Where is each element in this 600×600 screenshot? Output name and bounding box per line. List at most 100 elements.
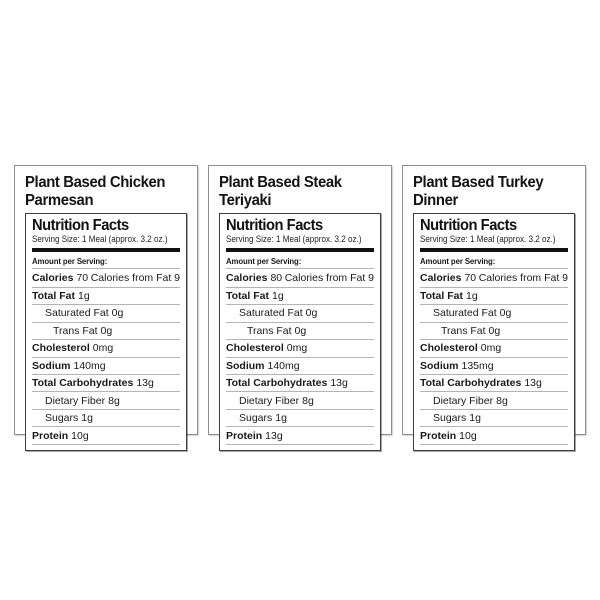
product-title-line-1: Plant Based Chicken xyxy=(25,174,166,191)
nutrition-rows: Total Fat 1g Saturated Fat 0g Trans Fat 0g Cho… xyxy=(226,288,374,445)
nutrient-value: 10g xyxy=(71,429,89,442)
nutrient-value: 13g xyxy=(265,429,283,442)
amount-per-serving-text: Amount per Serving: xyxy=(32,255,180,270)
nutrient-value: 8g xyxy=(302,394,314,407)
nutrition-row: Sugars 1g xyxy=(226,410,374,428)
nutrition-facts-box: Nutrition Facts Serving Size: 1 Meal (ap… xyxy=(219,213,381,451)
nutrition-label-card-turkey-dinner: Plant Based Turkey Dinner Nutrition Fact… xyxy=(402,165,586,451)
nutrition-row: Cholesterol 0mg xyxy=(226,340,374,358)
nutrition-row: Total Fat 1g xyxy=(226,288,374,306)
product-title-line-2: Dinner xyxy=(413,191,458,209)
thick-divider-bar xyxy=(32,247,180,253)
nutrition-row: Sugars 1g xyxy=(32,410,180,428)
nutrient-name: Total Carbohydrates xyxy=(226,377,328,390)
calories-row: Calories 70 Calories from Fat 9 xyxy=(32,269,180,288)
nutrient-name: Protein xyxy=(420,429,457,442)
calories-row: Calories 70 Calories from Fat 9 xyxy=(420,269,568,288)
nutrient-name: Trans Fat xyxy=(247,324,292,337)
nutrition-facts-box: Nutrition Facts Serving Size: 1 Meal (ap… xyxy=(413,213,575,451)
calories-label: Calories xyxy=(420,272,462,284)
nutrition-row: Protein 10g xyxy=(420,427,568,445)
nutrient-name: Sodium xyxy=(226,359,265,372)
thick-divider-bar xyxy=(420,247,568,253)
nutrient-value: 13g xyxy=(330,377,348,390)
nutrient-value: 0g xyxy=(100,324,113,337)
nutrient-name: Trans Fat xyxy=(441,324,486,337)
amount-per-serving-text: Amount per Serving: xyxy=(226,255,374,270)
nutrient-name: Dietary Fiber xyxy=(239,394,300,407)
nutrition-row: Total Fat 1g xyxy=(32,288,180,306)
nutrient-name: Sugars xyxy=(45,412,79,425)
calories-left: Calories 70 xyxy=(32,272,88,284)
nutrient-name: Cholesterol xyxy=(32,342,90,355)
product-title: Plant Based Steak Teriyaki xyxy=(219,174,381,209)
nutrition-row: Total Carbohydrates 13g xyxy=(420,375,568,393)
nutrient-name: Dietary Fiber xyxy=(433,394,494,407)
product-title-line-1: Plant Based Turkey xyxy=(413,174,544,191)
nutrient-name: Total Carbohydrates xyxy=(32,377,134,390)
nutrition-rows: Total Fat 1g Saturated Fat 0g Trans Fat 0g Cho… xyxy=(32,288,180,445)
nutrient-value: 1g xyxy=(81,412,93,425)
nutrition-facts-heading: Nutrition Facts xyxy=(32,217,129,235)
calories-from-fat: Calories from Fat 9 xyxy=(90,272,180,284)
nutrient-value: 10g xyxy=(459,429,477,442)
calories-left: Calories 80 xyxy=(226,272,282,284)
nutrition-row: Cholesterol 0mg xyxy=(32,340,180,358)
nutrient-value: 135mg xyxy=(461,359,494,372)
nutrient-name: Protein xyxy=(226,429,263,442)
nutrient-name: Total Fat xyxy=(420,290,463,303)
nutrition-row: Sugars 1g xyxy=(420,410,568,428)
product-title-line-2: Parmesan xyxy=(25,191,94,209)
calories-row: Calories 80 Calories from Fat 9 xyxy=(226,269,374,288)
nutrient-name: Total Fat xyxy=(226,290,269,303)
nutrient-value: 13g xyxy=(136,377,154,390)
calories-value: 80 xyxy=(270,272,283,284)
nutrition-label-card-chicken-parmesan: Plant Based Chicken Parmesan Nutrition F… xyxy=(14,165,198,451)
calories-label: Calories xyxy=(32,272,74,284)
nutrition-row: Sodium 140mg xyxy=(32,358,180,376)
nutrition-rows: Total Fat 1g Saturated Fat 0g Trans Fat 0g Cho… xyxy=(420,288,568,445)
nutrition-row: Sodium 140mg xyxy=(226,358,374,376)
nutrient-value: 0mg xyxy=(480,342,502,355)
nutrition-row: Dietary Fiber 8g xyxy=(32,392,180,410)
nutrition-row: Protein 13g xyxy=(226,427,374,445)
nutrient-value: 0g xyxy=(499,307,512,320)
nutrition-facts-heading: Nutrition Facts xyxy=(420,217,517,235)
nutrient-name: Sugars xyxy=(239,412,273,425)
nutrition-row: Total Carbohydrates 13g xyxy=(226,375,374,393)
nutrition-row: Saturated Fat 0g xyxy=(420,305,568,323)
nutrient-value: 0mg xyxy=(92,342,114,355)
nutrition-facts-box: Nutrition Facts Serving Size: 1 Meal (ap… xyxy=(25,213,187,451)
nutrition-row: Total Fat 1g xyxy=(420,288,568,306)
nutrient-value: 0g xyxy=(111,307,124,320)
calories-from-fat: Calories from Fat 9 xyxy=(478,272,568,284)
product-title-line-2: Teriyaki xyxy=(219,191,272,209)
nutrient-name: Saturated Fat xyxy=(45,307,109,320)
nutrition-row: Trans Fat 0g xyxy=(420,323,568,341)
nutrient-value: 0g xyxy=(488,324,501,337)
calories-value: 70 xyxy=(76,272,89,284)
nutrition-row: Saturated Fat 0g xyxy=(32,305,180,323)
nutrient-value: 8g xyxy=(108,394,120,407)
nutrition-label-card-steak-teriyaki: Plant Based Steak Teriyaki Nutrition Fac… xyxy=(208,165,392,451)
calories-value: 70 xyxy=(464,272,477,284)
nutrition-row: Protein 10g xyxy=(32,427,180,445)
nutrition-row: Trans Fat 0g xyxy=(32,323,180,341)
nutrient-name: Saturated Fat xyxy=(239,307,303,320)
thick-divider-bar xyxy=(226,247,374,253)
serving-size-text: Serving Size: 1 Meal (approx. 3.2 oz.) xyxy=(32,234,168,245)
nutrition-facts-heading: Nutrition Facts xyxy=(226,217,323,235)
product-title-line-1: Plant Based Steak xyxy=(219,174,342,191)
nutrient-value: 13g xyxy=(524,377,542,390)
nutrient-name: Sodium xyxy=(32,359,71,372)
product-title: Plant Based Turkey Dinner xyxy=(413,174,575,209)
nutrition-row: Dietary Fiber 8g xyxy=(226,392,374,410)
calories-from-fat: Calories from Fat 9 xyxy=(284,272,374,284)
nutrition-row: Sodium 135mg xyxy=(420,358,568,376)
nutrient-value: 1g xyxy=(275,412,287,425)
nutrient-name: Dietary Fiber xyxy=(45,394,106,407)
nutrient-name: Total Fat xyxy=(32,290,75,303)
nutrient-name: Total Carbohydrates xyxy=(420,377,522,390)
nutrient-name: Saturated Fat xyxy=(433,307,497,320)
